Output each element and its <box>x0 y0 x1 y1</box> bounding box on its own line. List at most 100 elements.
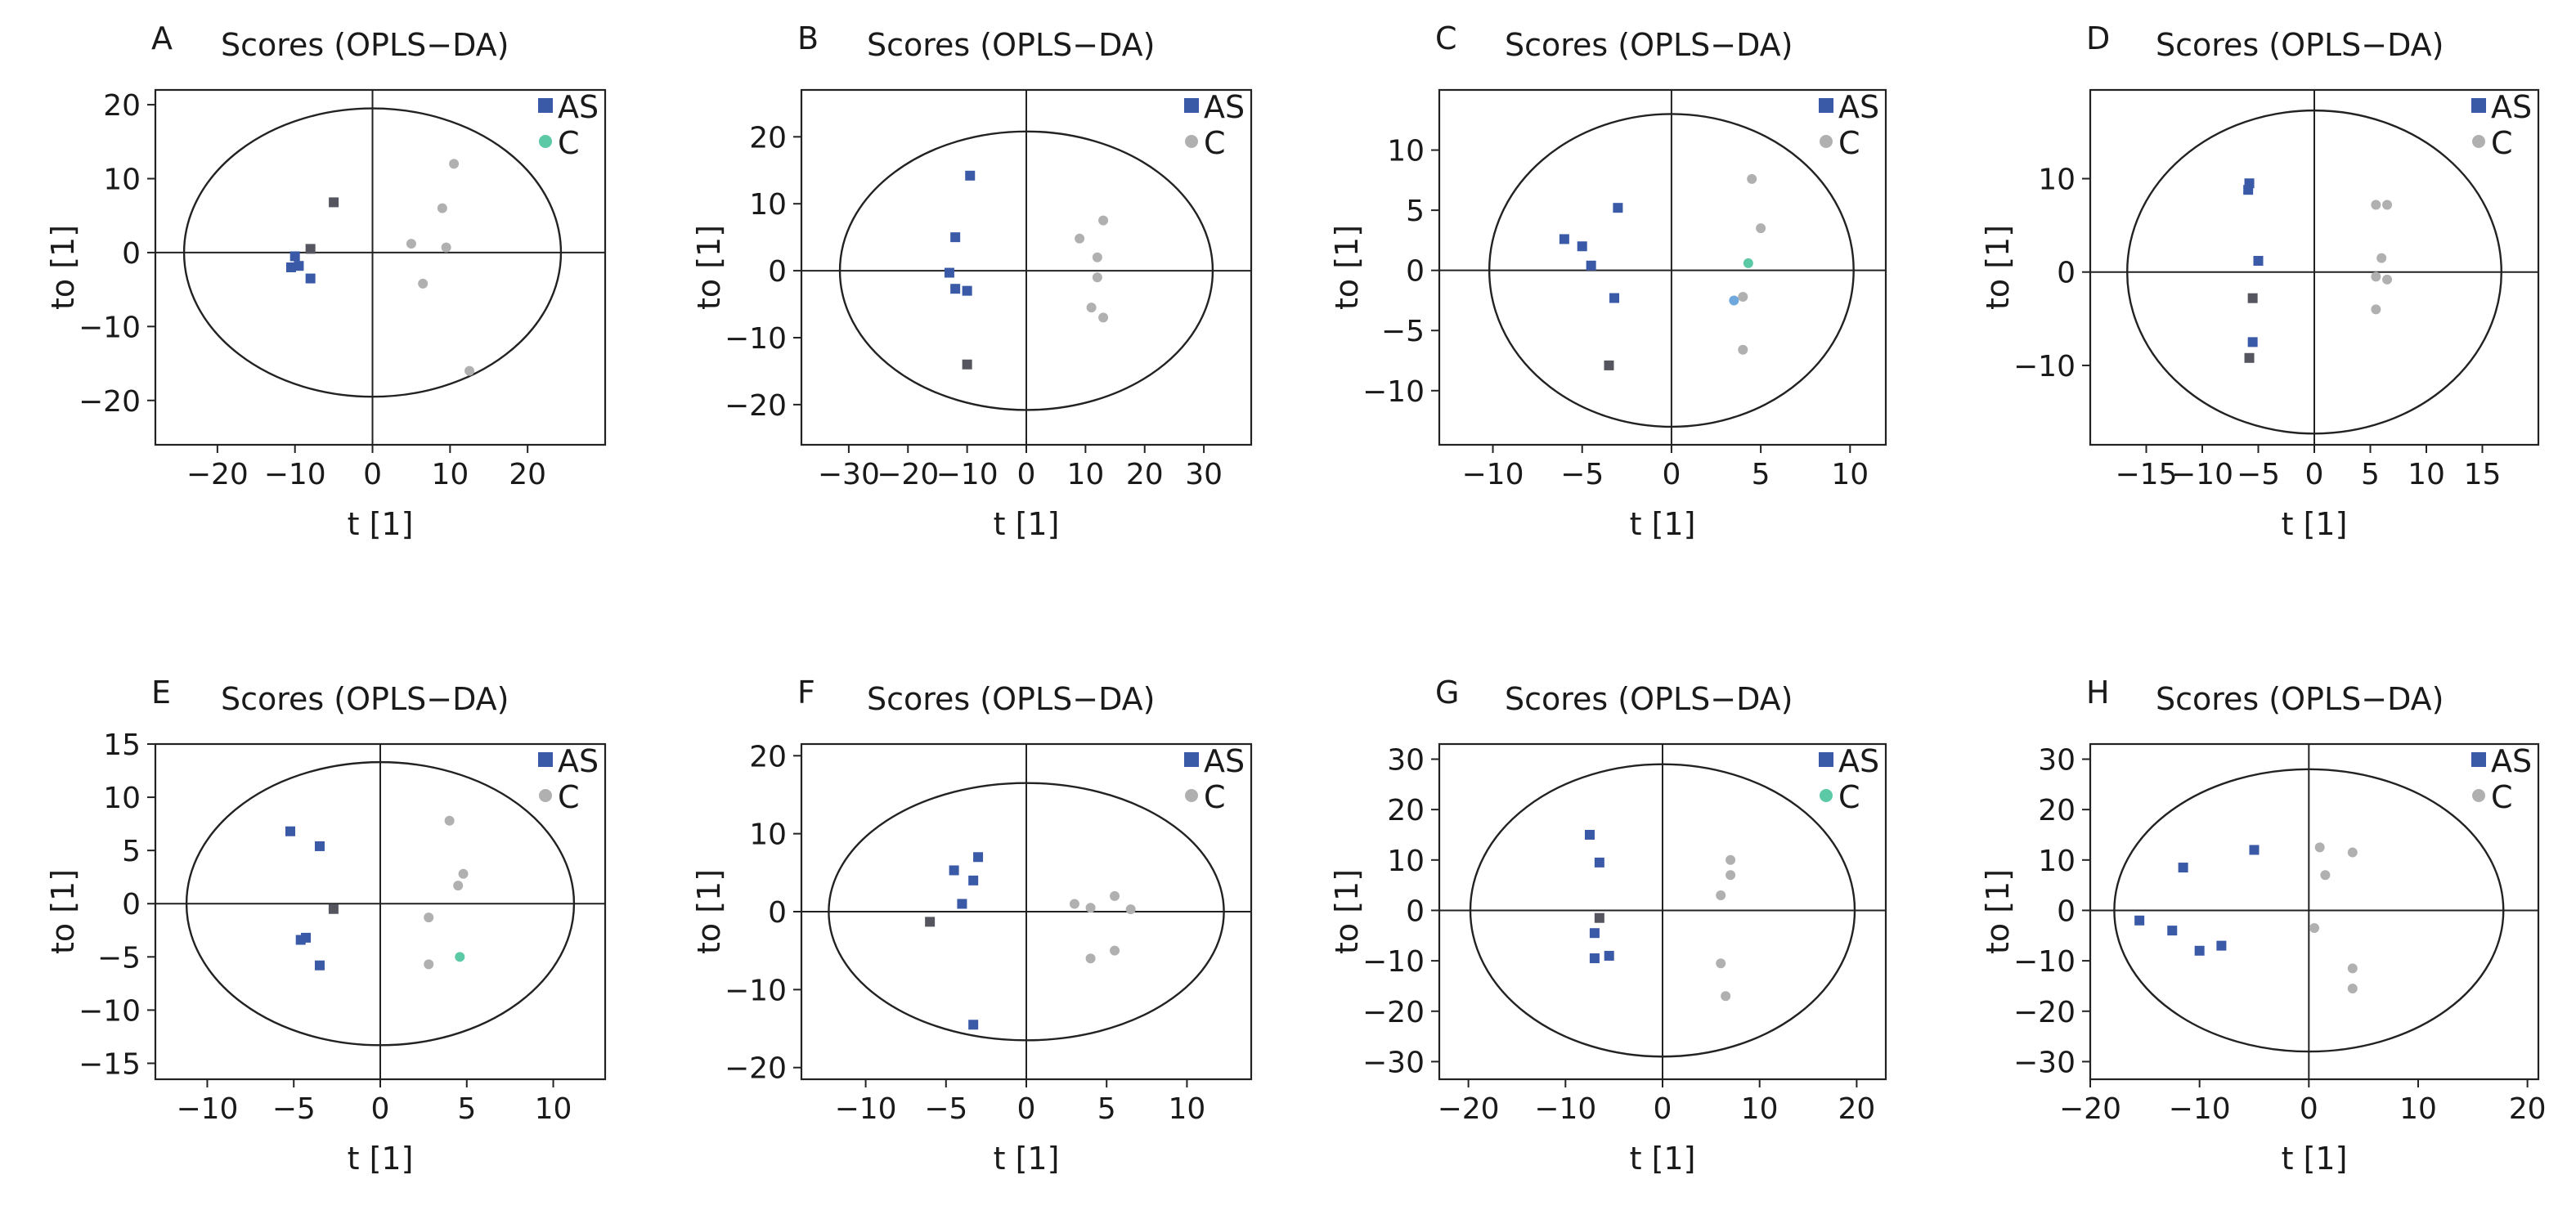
data-point-c <box>1098 215 1109 226</box>
x-tick-label: −10 <box>2171 458 2233 491</box>
x-tick-label: −10 <box>936 458 999 491</box>
data-point-as <box>289 251 300 262</box>
x-tick-label: −5 <box>1560 458 1604 491</box>
x-tick-label: −10 <box>2169 1092 2231 1126</box>
y-tick-label: 10 <box>103 164 141 197</box>
legend-label-c: C <box>2491 125 2513 161</box>
x-tick-label: −10 <box>1462 458 1524 491</box>
x-tick-label: 5 <box>1097 1092 1116 1126</box>
y-tick-label: 5 <box>1406 195 1425 228</box>
x-axis-label: t [1] <box>2282 506 2348 542</box>
y-tick-label: 30 <box>1387 743 1425 777</box>
y-tick-label: 10 <box>749 818 787 852</box>
legend-label-as: AS <box>558 89 599 125</box>
data-point-as <box>314 960 325 971</box>
x-tick-label: 0 <box>2300 1092 2318 1126</box>
x-tick-label: 5 <box>1752 458 1770 491</box>
legend-marker-as <box>2471 752 2486 767</box>
y-tick-label: 0 <box>122 888 141 921</box>
x-tick-label: −5 <box>924 1092 967 1126</box>
y-tick-label: 0 <box>1406 894 1425 928</box>
legend-marker-as <box>1819 98 1833 113</box>
panel-letter: D <box>2086 20 2110 56</box>
data-point-as <box>2249 845 2260 855</box>
x-tick-label: 10 <box>1066 458 1104 491</box>
data-point-c <box>2371 304 2381 315</box>
data-point-as <box>2243 185 2254 195</box>
panel-title: Scores (OPLS−DA) <box>1505 27 1793 63</box>
y-tick-label: −10 <box>2013 350 2076 383</box>
data-point-as <box>285 826 295 836</box>
y-tick-label: 5 <box>122 835 141 868</box>
data-point-c <box>1092 272 1102 283</box>
panel-title: Scores (OPLS−DA) <box>221 27 509 63</box>
data-point-c <box>2347 963 2358 974</box>
confidence-ellipse <box>2113 768 2505 1053</box>
data-point-c <box>2371 271 2381 282</box>
x-tick-label: 5 <box>457 1092 476 1126</box>
panel-letter: F <box>797 675 815 711</box>
legend-label-c: C <box>1204 125 1226 161</box>
data-point-as <box>285 262 296 272</box>
y-tick-label: 0 <box>768 896 787 930</box>
x-axis-label: t [1] <box>348 1141 414 1177</box>
legend-marker-as <box>1184 752 1199 767</box>
legend-label-as: AS <box>1838 89 1879 125</box>
data-point-c <box>1086 303 1097 313</box>
y-tick-label: −20 <box>725 1052 787 1086</box>
y-axis-label: to [1] <box>1980 225 2016 310</box>
plot-frame <box>2089 742 2540 1081</box>
legend-label-c: C <box>1838 779 1860 815</box>
data-point-c <box>406 239 416 249</box>
data-point-c <box>453 881 464 891</box>
legend-label-c: C <box>558 125 580 161</box>
data-point-c <box>1069 899 1079 909</box>
legend-label-c: C <box>2491 779 2513 815</box>
data-point-as <box>305 244 316 254</box>
x-tick-label: 15 <box>2464 458 2502 491</box>
y-axis-label: to [1] <box>1329 869 1365 954</box>
data-point-c <box>1085 953 1096 964</box>
data-point-c <box>1756 223 1766 234</box>
legend-marker-c <box>539 789 552 802</box>
y-tick-label: −30 <box>1362 1046 1425 1079</box>
x-tick-label: 10 <box>2399 1092 2437 1126</box>
data-point-c <box>1098 312 1109 323</box>
x-tick-label: 0 <box>363 458 382 491</box>
y-tick-label: 15 <box>103 729 141 762</box>
plot-frame <box>1438 88 1887 446</box>
legend-marker-c <box>539 135 552 148</box>
legend-label-as: AS <box>1204 743 1245 779</box>
data-point-as <box>328 903 339 914</box>
y-tick-label: 20 <box>749 121 787 155</box>
data-point-as <box>1559 234 1569 244</box>
y-tick-label: −30 <box>2013 1046 2076 1079</box>
legend-label-as: AS <box>558 743 599 779</box>
data-point-c <box>2314 842 2325 853</box>
y-tick-label: 10 <box>749 188 787 222</box>
data-point-c <box>444 815 455 826</box>
x-tick-label: −20 <box>186 458 249 491</box>
panel-g: G Scores (OPLS−DA) −20 −10 0 10 20 −30 −20 −10 0 10… <box>1329 675 1887 1177</box>
x-tick-label: 20 <box>2509 1092 2547 1126</box>
legend-marker-c <box>2472 135 2485 148</box>
x-axis-label: t [1] <box>1630 506 1696 542</box>
data-point-c <box>418 278 429 289</box>
x-tick-label: 0 <box>1017 458 1036 491</box>
data-point-c <box>1125 904 1136 915</box>
panel-c: C Scores (OPLS−DA) −10 −5 0 5 10 −10 −5 0 5 10 t [1]… <box>1329 20 1887 542</box>
data-point-c <box>424 959 434 970</box>
x-tick-label: 0 <box>1662 458 1681 491</box>
x-tick-label: 5 <box>2361 458 2380 491</box>
y-tick-label: 0 <box>122 237 141 271</box>
data-point-as <box>1609 293 1620 303</box>
data-point-as <box>305 273 316 284</box>
data-point-as <box>329 197 339 208</box>
x-axis-label: t [1] <box>2282 1141 2348 1177</box>
data-point-as <box>962 285 972 296</box>
y-tick-label: 10 <box>1387 135 1425 168</box>
x-tick-label: 10 <box>1831 458 1869 491</box>
panel-letter: C <box>1435 20 1457 56</box>
data-point-as <box>925 917 936 927</box>
y-tick-label: −20 <box>2013 996 2076 1029</box>
